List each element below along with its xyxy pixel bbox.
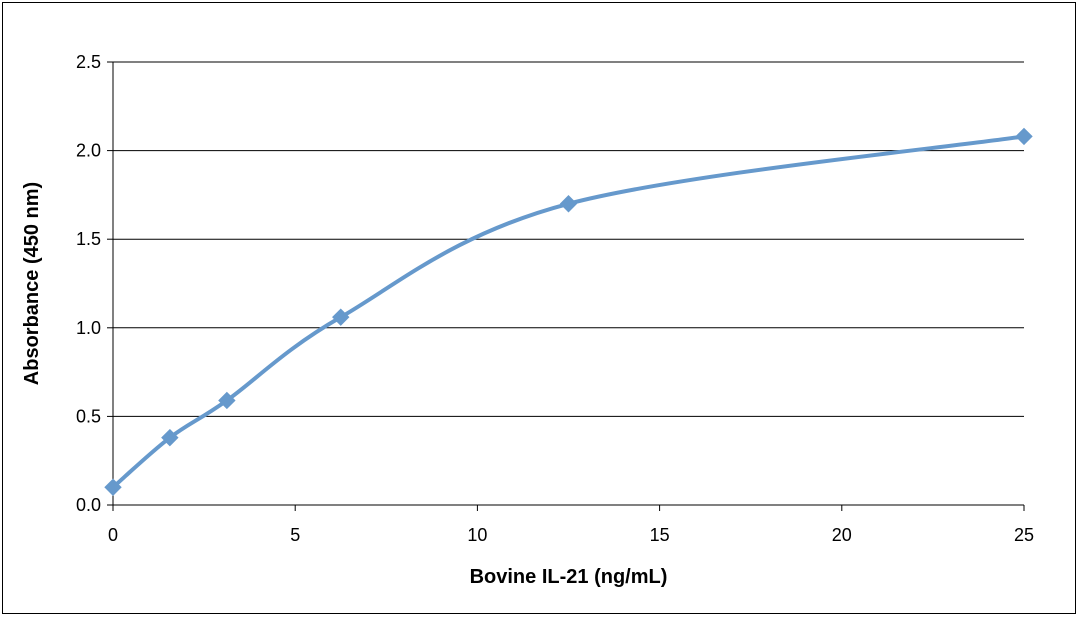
data-point-marker	[559, 195, 578, 213]
y-tick-label: 0.0	[76, 495, 101, 515]
data-point-marker	[218, 391, 236, 410]
x-tick-label: 10	[467, 525, 487, 545]
x-tick-label: 15	[650, 525, 670, 545]
x-tick-label: 20	[832, 525, 852, 545]
x-axis-ticks: 0 5 10 15 20 25	[108, 505, 1034, 545]
y-axis-ticks: 0.0 0.5 1.0 1.5 2.0 2.5	[76, 52, 113, 515]
y-tick-label: 2.5	[76, 52, 101, 72]
x-tick-label: 5	[290, 525, 300, 545]
series-line	[111, 134, 1026, 490]
series-layer	[104, 127, 1033, 496]
y-tick-label: 1.5	[76, 229, 101, 249]
data-point-marker	[104, 478, 122, 496]
x-tick-label: 0	[108, 525, 118, 545]
gridlines	[113, 61, 1024, 417]
y-tick-label: 0.5	[76, 406, 101, 426]
x-axis-title: Bovine IL-21 (ng/mL)	[470, 566, 668, 588]
y-tick-label: 1.0	[76, 318, 101, 338]
data-point-marker	[161, 428, 179, 447]
y-axis-title: Absorbance (450 nm)	[21, 182, 43, 385]
data-point-marker	[332, 308, 350, 326]
data-point-marker	[1015, 127, 1033, 146]
x-tick-label: 25	[1014, 525, 1034, 545]
y-tick-label: 2.0	[76, 141, 101, 161]
